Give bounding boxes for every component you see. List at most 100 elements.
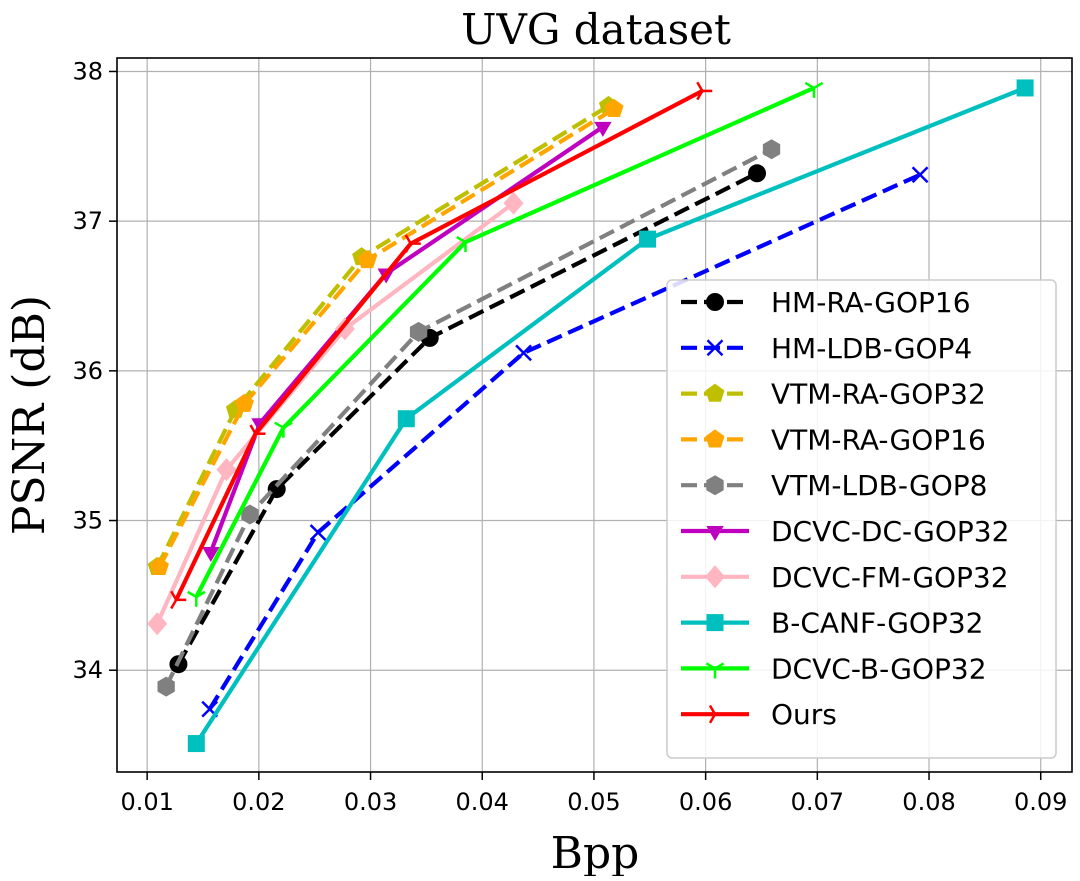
data-point-marker (187, 735, 205, 753)
data-point-marker (456, 236, 475, 253)
series-line (174, 89, 704, 601)
series-hm-ra-gop16 (169, 164, 767, 674)
y-tick-label: 35 (72, 507, 103, 535)
data-point-marker (705, 429, 725, 448)
data-point-marker (170, 590, 187, 610)
legend: HM-RA-GOP16 HM-LDB-GOP4 VTM-RA-GOP32 VTM-RA… (666, 279, 1057, 759)
legend-entry: VTM-RA-GOP16 (681, 423, 986, 456)
x-axis-label: Bpp (551, 828, 640, 876)
series-vtm-ra-gop32 (147, 95, 618, 576)
data-point-marker (748, 164, 767, 183)
data-point-marker (804, 81, 824, 98)
data-point-marker (705, 565, 725, 589)
chart-title: UVG dataset (461, 5, 731, 54)
y-axis-label: PSNR (dB) (4, 295, 55, 535)
data-point-marker (274, 421, 293, 438)
series-dcvc-fm-gop32 (147, 191, 524, 636)
data-point-marker (706, 475, 724, 496)
legend-label: HM-RA-GOP16 (771, 286, 971, 319)
x-axis-ticks: 0.01 0.02 0.03 0.04 0.05 0.06 0.07 0.08 0.09 (120, 772, 1067, 816)
x-tick-label: 0.07 (791, 788, 844, 816)
series-lines (147, 79, 1034, 753)
data-point-marker (409, 321, 428, 342)
y-tick-label: 37 (72, 207, 103, 235)
legend-label: DCVC-B-GOP32 (771, 652, 987, 685)
data-point-marker (309, 524, 327, 541)
series-line (155, 104, 610, 568)
data-point-marker (705, 662, 725, 679)
data-point-marker (187, 590, 206, 607)
legend-label: DCVC-DC-GOP32 (771, 515, 1009, 548)
x-tick-label: 0.04 (456, 788, 509, 816)
data-point-marker (149, 556, 169, 576)
data-point-marker (404, 234, 421, 253)
data-point-marker (696, 81, 713, 101)
legend-label: VTM-RA-GOP32 (771, 378, 986, 411)
legend-entry: Ours (681, 698, 837, 731)
legend-entry: DCVC-FM-GOP32 (681, 561, 1009, 594)
legend-label: Ours (771, 698, 837, 731)
data-point-marker (706, 526, 724, 541)
x-tick-label: 0.05 (567, 788, 620, 816)
data-point-marker (147, 612, 168, 636)
data-point-marker (706, 339, 724, 357)
data-point-marker (911, 166, 929, 184)
series-line (157, 107, 616, 568)
data-point-marker (397, 410, 415, 428)
series-line (176, 171, 758, 666)
x-tick-label: 0.06 (679, 788, 732, 816)
data-point-marker (1016, 79, 1034, 97)
legend-entry: B-CANF-GOP32 (681, 607, 983, 640)
data-point-marker (639, 230, 657, 248)
series-dcvc-b-gop32 (187, 81, 824, 607)
legend-entry: HM-RA-GOP16 (681, 286, 971, 319)
data-point-marker (234, 393, 254, 412)
data-point-marker (706, 614, 724, 632)
y-axis-ticks: 34 35 36 37 38 (72, 57, 117, 684)
data-point-marker (708, 704, 725, 724)
x-tick-label: 0.02 (232, 788, 285, 816)
series-line (164, 147, 773, 688)
y-tick-label: 34 (72, 656, 103, 684)
legend-label: VTM-RA-GOP16 (771, 423, 986, 456)
legend-label: HM-LDB-GOP4 (771, 332, 972, 365)
data-point-marker (503, 191, 524, 215)
data-point-marker (241, 504, 259, 525)
data-point-marker (249, 424, 266, 443)
legend-entry: DCVC-DC-GOP32 (681, 515, 1009, 548)
y-tick-label: 36 (72, 357, 103, 385)
x-tick-label: 0.03 (344, 788, 397, 816)
series-b-canf-gop32 (187, 79, 1034, 753)
data-point-marker (267, 480, 286, 499)
legend-entry: DCVC-B-GOP32 (681, 652, 987, 685)
data-point-marker (515, 344, 532, 362)
data-point-marker (604, 98, 624, 117)
plot-frame (116, 57, 1073, 773)
legend-entry: VTM-LDB-GOP8 (681, 469, 987, 502)
series-line (194, 86, 815, 598)
legend-entry: VTM-RA-GOP32 (681, 378, 986, 411)
data-point-marker (334, 317, 355, 341)
series-ours (170, 81, 713, 610)
x-tick-label: 0.08 (902, 788, 955, 816)
legend-entry: HM-LDB-GOP4 (681, 332, 972, 365)
data-point-marker (202, 546, 220, 562)
legend-label: VTM-LDB-GOP8 (771, 469, 987, 502)
series-line (194, 85, 1026, 745)
data-point-marker (357, 250, 377, 269)
x-tick-label: 0.01 (120, 788, 173, 816)
series-line (207, 172, 921, 711)
x-tick-label: 0.09 (1014, 788, 1067, 816)
legend-label: DCVC-FM-GOP32 (771, 561, 1009, 594)
data-point-marker (157, 676, 175, 697)
data-point-marker (705, 383, 725, 402)
data-point-marker (762, 139, 781, 160)
legend-label: B-CANF-GOP32 (771, 607, 983, 640)
series-vtm-ra-gop16 (149, 98, 624, 576)
data-point-marker (594, 121, 612, 137)
series-hm-ldb-gop4 (201, 166, 929, 718)
data-point-marker (706, 293, 724, 311)
data-point-marker (216, 458, 237, 482)
